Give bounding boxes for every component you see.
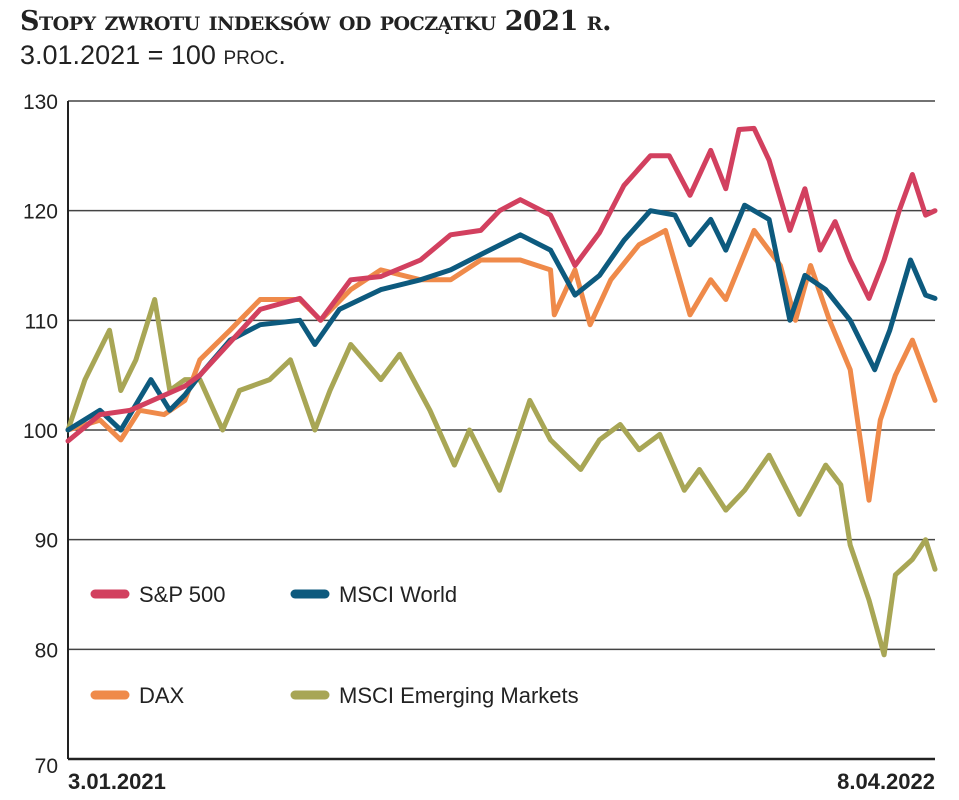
- legend-label: DAX: [139, 683, 185, 708]
- subtitle-unit: proc.: [223, 40, 286, 70]
- y-tick-label: 110: [25, 310, 58, 333]
- y-tick-label: 100: [23, 420, 58, 443]
- legend-label: MSCI World: [339, 582, 457, 607]
- y-tick-label: 80: [35, 639, 58, 662]
- series-line-msci-world: [65, 202, 938, 433]
- legend-label: S&P 500: [139, 582, 225, 607]
- y-tick-label: 130: [23, 91, 58, 114]
- y-tick-label: 70: [35, 755, 58, 778]
- subtitle-base: 3.01.2021 = 100: [20, 40, 216, 70]
- y-tick-label: 90: [35, 530, 58, 553]
- series-line-dax: [65, 227, 938, 503]
- chart-title: Stopy zwrotu indeksów od początku 2021 r…: [20, 6, 611, 37]
- y-tick-label: 120: [23, 201, 58, 224]
- x-tick-label-end: 8.04.2022: [837, 769, 935, 794]
- x-tick-label-start: 3.01.2021: [68, 769, 166, 794]
- chart-subtitle: 3.01.2021 = 100 proc.: [20, 40, 286, 71]
- legend-label: MSCI Emerging Markets: [339, 683, 579, 708]
- series-line-s-p-500: [65, 125, 938, 444]
- series-line-msci-emerging-markets: [65, 297, 938, 658]
